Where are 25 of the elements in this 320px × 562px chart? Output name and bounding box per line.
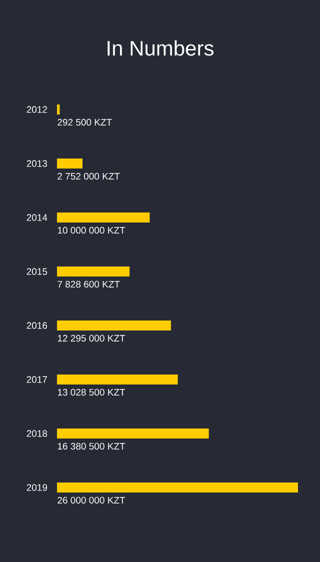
y-tick-label: 2017 [26, 376, 47, 383]
bar [57, 158, 83, 169]
data-label: 13 028 500 KZT [58, 388, 126, 396]
bar [57, 482, 298, 492]
data-label: 12 295 000 KZT [58, 334, 126, 342]
y-tick-label: 2018 [26, 430, 48, 437]
bar [57, 104, 60, 115]
chart-title: In Numbers [108, 40, 214, 56]
bar [57, 320, 171, 331]
y-tick-label: 2014 [26, 214, 48, 221]
data-label: 16 380 500 KZT [58, 442, 126, 450]
bar [57, 212, 150, 223]
bar [57, 266, 130, 277]
y-tick-label: 2012 [26, 106, 47, 113]
data-label: 2 752 000 KZT [58, 172, 120, 180]
data-label: 292 500 KZT [58, 118, 112, 126]
bar [57, 428, 209, 438]
data-label: 10 000 000 KZT [58, 226, 126, 234]
data-label: 26 000 000 KZT [58, 496, 126, 504]
y-tick-label: 2013 [26, 160, 48, 167]
bar [57, 374, 178, 385]
data-label: 7 828 600 KZT [58, 280, 120, 288]
y-tick-label: 2016 [26, 322, 48, 329]
y-tick-label: 2015 [26, 268, 48, 275]
y-tick-label: 2019 [26, 484, 48, 491]
